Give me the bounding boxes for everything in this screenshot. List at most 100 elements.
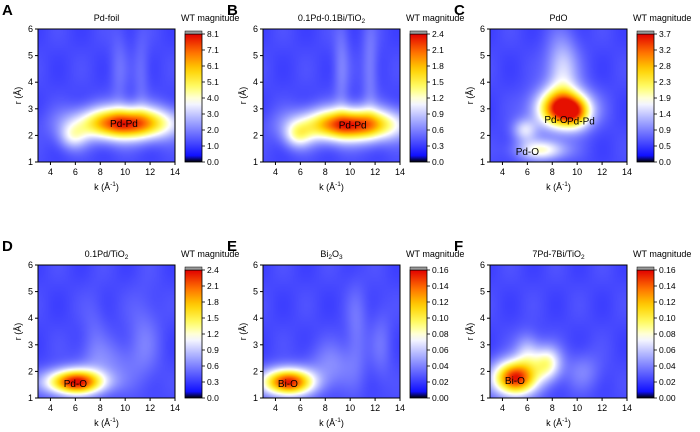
colorbar-tick-label: 3.2	[659, 45, 671, 55]
peak-label: Pd-O	[544, 115, 568, 126]
colorbar-tick-label: 2.1	[432, 45, 444, 55]
colorbar-tick-label: 0.0	[659, 157, 671, 167]
colorbar-tick-label: 0.10	[659, 313, 676, 323]
x-tick-label: 10	[120, 403, 130, 413]
panel-title: Pd-foil	[94, 13, 120, 23]
x-tick-label: 8	[323, 403, 328, 413]
colorbar	[409, 269, 428, 399]
x-tick-label: 14	[170, 403, 180, 413]
colorbar	[636, 269, 655, 399]
colorbar-tick-label: 0.3	[432, 141, 444, 151]
colorbar-tick-label: 1.4	[659, 109, 671, 119]
colorbar-tick-label: 4.0	[207, 93, 219, 103]
x-tick-label: 6	[298, 403, 303, 413]
x-tick-label: 6	[73, 167, 78, 177]
colorbar	[409, 33, 428, 163]
y-tick-label: 3	[28, 340, 33, 350]
x-tick-label: 4	[500, 403, 505, 413]
colorbar	[636, 33, 655, 163]
colorbar-tick-label: 7.1	[207, 45, 219, 55]
y-tick-label: 5	[28, 51, 33, 61]
y-tick-label: 2	[480, 130, 485, 140]
plot-frame	[489, 28, 628, 163]
heatmap-image	[38, 29, 175, 162]
x-tick-label: 10	[345, 167, 355, 177]
y-tick-label: 5	[480, 287, 485, 297]
colorbar-tick-label: 2.4	[432, 29, 444, 39]
colorbar-tick-label: 0.12	[432, 297, 449, 307]
colorbar-tick-label: 0.0	[207, 393, 219, 403]
x-axis-label: k (Å-1)	[94, 417, 119, 428]
y-tick-label: 4	[480, 77, 485, 87]
colorbar-tick-label: 2.4	[207, 265, 219, 275]
colorbar	[184, 33, 203, 163]
x-tick-label: 6	[73, 403, 78, 413]
colorbar-label: WT magnitude	[181, 249, 239, 259]
colorbar-tick-label: 1.5	[207, 313, 219, 323]
x-tick-label: 10	[572, 167, 582, 177]
colorbar-tick-label: 8.1	[207, 29, 219, 39]
y-tick-label: 6	[28, 24, 33, 34]
plot-frame	[37, 28, 176, 163]
colorbar-label: WT magnitude	[406, 13, 464, 23]
x-tick-label: 14	[622, 167, 632, 177]
colorbar-overflow-cap	[636, 266, 655, 271]
colorbar-tick-label: 0.6	[432, 125, 444, 135]
colorbar-tick-label: 0.00	[659, 393, 676, 403]
heatmap-image	[490, 265, 627, 398]
colorbar-overflow-cap	[409, 30, 428, 35]
peak-label: Bi-O	[505, 376, 525, 387]
y-tick-label: 2	[253, 130, 258, 140]
panel-letter: C	[454, 2, 465, 19]
y-tick-label: 5	[28, 287, 33, 297]
colorbar-tick-label: 6.1	[207, 61, 219, 71]
y-tick-label: 4	[28, 313, 33, 323]
x-tick-label: 14	[170, 167, 180, 177]
x-tick-label: 4	[500, 167, 505, 177]
colorbar-tick-label: 1.0	[207, 141, 219, 151]
colorbar-tick-label: 0.12	[659, 297, 676, 307]
colorbar-tick-label: 1.2	[207, 329, 219, 339]
panel-letter: D	[2, 238, 13, 255]
y-tick-label: 6	[480, 24, 485, 34]
x-tick-label: 6	[298, 167, 303, 177]
x-tick-label: 10	[345, 403, 355, 413]
x-tick-label: 8	[98, 167, 103, 177]
panel-letter: F	[454, 238, 463, 255]
y-tick-label: 2	[253, 366, 258, 376]
colorbar-label: WT magnitude	[633, 13, 691, 23]
colorbar-tick-label: 1.8	[207, 297, 219, 307]
x-tick-label: 6	[525, 403, 530, 413]
y-tick-label: 4	[253, 313, 258, 323]
colorbar-tick-label: 0.14	[432, 281, 449, 291]
y-tick-label: 3	[253, 340, 258, 350]
plot-frame	[37, 264, 176, 399]
colorbar-tick-label: 0.04	[659, 361, 676, 371]
colorbar-tick-label: 0.9	[432, 109, 444, 119]
y-tick-label: 5	[253, 51, 258, 61]
y-tick-label: 4	[28, 77, 33, 87]
x-tick-label: 14	[395, 167, 405, 177]
y-tick-label: 1	[28, 393, 33, 403]
colorbar-tick-label: 2.1	[207, 281, 219, 291]
peak-label: Pd-Pd	[339, 120, 367, 131]
x-tick-label: 10	[572, 403, 582, 413]
panel-title: 0.1Pd/TiO2	[85, 249, 129, 261]
x-tick-label: 14	[395, 403, 405, 413]
heatmap-image	[38, 265, 175, 398]
peak-label: Pd-Pd	[567, 116, 595, 127]
x-tick-label: 6	[525, 167, 530, 177]
peak-label: Bi-O	[278, 379, 298, 390]
y-axis-label: r (Å)	[238, 87, 248, 105]
x-tick-label: 12	[145, 167, 155, 177]
panel-letter: E	[227, 238, 237, 255]
x-tick-label: 12	[370, 403, 380, 413]
y-tick-label: 3	[480, 340, 485, 350]
plot-frame	[489, 264, 628, 399]
x-axis-label: k (Å-1)	[546, 417, 571, 428]
colorbar-tick-label: 0.0	[432, 157, 444, 167]
plot-frame	[262, 264, 401, 399]
